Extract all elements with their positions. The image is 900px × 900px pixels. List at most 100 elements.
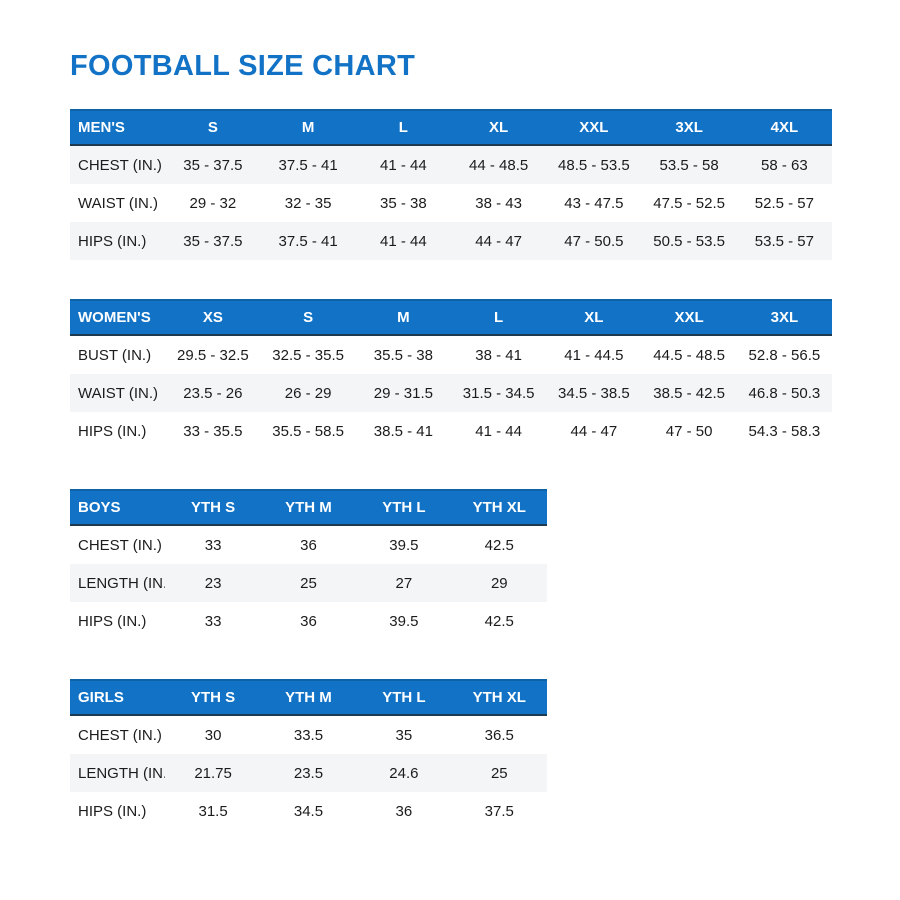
size-cell: 35 - 37.5 (183, 156, 243, 174)
size-cell: 35 - 37.5 (183, 232, 243, 250)
column-header: XXL (641, 299, 737, 336)
row-label: HIPS (IN.) (78, 612, 147, 630)
size-cell: 54.3 - 58.3 (748, 422, 821, 440)
size-cell: 33 (204, 536, 222, 554)
size-cell: 37.5 (484, 802, 514, 820)
column-header: YTH L (356, 489, 452, 526)
size-cell: 47 - 50.5 (564, 232, 624, 250)
size-cell: 44 - 48.5 (469, 156, 529, 174)
row-label: CHEST (IN.) (78, 726, 162, 744)
size-cell: 52.8 - 56.5 (748, 346, 821, 364)
header-row: MEN'S S M L XL XXL 3XL 4XL (70, 109, 832, 146)
column-header: 3XL (736, 299, 832, 336)
column-header: YTH XL (451, 679, 547, 716)
size-cell: 43 - 47.5 (564, 194, 624, 212)
size-cell: 29 - 31.5 (373, 384, 433, 402)
row-label: WAIST (IN.) (78, 194, 158, 212)
row-label: LENGTH (IN.) (78, 574, 166, 592)
size-table-boys: BOYS YTH S YTH M YTH L YTH XL CHEST (IN.) 33 36… (70, 489, 547, 640)
size-cell: 23.5 - 26 (183, 384, 243, 402)
table-row: CHEST (IN.) 35 - 37.5 37.5 - 41 41 - 44 44 -… (70, 145, 832, 184)
size-cell: 36 (395, 802, 413, 820)
row-label: HIPS (IN.) (78, 802, 147, 820)
size-cell: 52.5 - 57 (754, 194, 814, 212)
size-cell: 25 (490, 764, 508, 782)
row-label: HIPS (IN.) (78, 422, 147, 440)
table-row: HIPS (IN.) 35 - 37.5 37.5 - 41 41 - 44 44 - … (70, 222, 832, 260)
size-cell: 38.5 - 42.5 (653, 384, 725, 402)
size-cell: 34.5 - 38.5 (558, 384, 630, 402)
header-row: WOMEN'S XS S M L XL XXL 3XL (70, 299, 832, 336)
size-table-mens: MEN'S S M L XL XXL 3XL 4XL CHEST (IN.) 35 - 37.5 3… (70, 109, 832, 260)
column-header: L (355, 109, 451, 146)
size-cell: 38 - 41 (475, 346, 522, 364)
size-cell: 35 - 38 (380, 194, 427, 212)
size-cell: 50.5 - 53.5 (653, 232, 725, 250)
size-cell: 39.5 (389, 612, 419, 630)
row-label: CHEST (IN.) (78, 536, 162, 554)
size-cell: 31.5 - 34.5 (462, 384, 535, 402)
size-cell: 41 - 44 (475, 422, 522, 440)
size-chart-page: FOOTBALL SIZE CHART MEN'S S M L XL XXL 3XL 4XL C… (70, 50, 832, 830)
size-cell: 30 (204, 726, 222, 744)
size-cell: 33 (204, 612, 222, 630)
table-title-cell: GIRLS (70, 679, 166, 716)
size-cell: 35 (395, 726, 413, 744)
size-cell: 36 (300, 536, 317, 554)
row-label: BUST (IN.) (78, 346, 152, 364)
table-row: WAIST (IN.) 29 - 32 32 - 35 35 - 38 38 - 43 4… (70, 184, 832, 222)
column-header: L (451, 299, 547, 336)
size-cell: 29 (490, 574, 508, 592)
column-header: M (260, 109, 356, 146)
size-cell: 37.5 - 41 (278, 156, 338, 174)
size-tables: MEN'S S M L XL XXL 3XL 4XL CHEST (IN.) 35 - 37.5 3… (70, 109, 832, 830)
size-cell: 44 - 47 (475, 232, 522, 250)
size-cell: 41 - 44.5 (564, 346, 624, 364)
column-header: S (260, 299, 356, 336)
size-cell: 58 - 63 (761, 156, 808, 174)
size-table-womens: WOMEN'S XS S M L XL XXL 3XL BUST (IN.) 29.5 - 32.… (70, 299, 832, 450)
column-header: XL (546, 299, 642, 336)
size-cell: 38.5 - 41 (373, 422, 433, 440)
column-header: YTH L (356, 679, 452, 716)
row-label: WAIST (IN.) (78, 384, 158, 402)
size-cell: 27 (395, 574, 413, 592)
table-row: HIPS (IN.) 33 36 39.5 42.5 (70, 602, 547, 640)
table-row: CHEST (IN.) 33 36 39.5 42.5 (70, 525, 547, 564)
table-row: BUST (IN.) 29.5 - 32.5 32.5 - 35.5 35.5 - 3… (70, 335, 832, 374)
size-cell: 42.5 (484, 612, 514, 630)
size-cell: 26 - 29 (284, 384, 332, 402)
size-cell: 29 - 32 (189, 194, 237, 212)
size-cell: 36 (300, 612, 317, 630)
column-header: YTH S (165, 489, 261, 526)
table-row: CHEST (IN.) 30 33.5 35 36.5 (70, 715, 547, 754)
size-cell: 46.8 - 50.3 (748, 384, 821, 402)
table-row: LENGTH (IN.) 23 25 27 29 (70, 564, 547, 602)
size-cell: 32.5 - 35.5 (272, 346, 344, 364)
column-header: XXL (546, 109, 642, 146)
column-header: YTH M (260, 679, 357, 716)
size-cell: 25 (300, 574, 317, 592)
row-label: LENGTH (IN.) (78, 764, 166, 782)
column-header: XL (451, 109, 547, 146)
column-header: 4XL (736, 109, 832, 146)
size-cell: 41 - 44 (380, 156, 427, 174)
page-title: FOOTBALL SIZE CHART (70, 50, 416, 82)
size-cell: 38 - 43 (475, 194, 522, 212)
header-row: GIRLS YTH S YTH M YTH L YTH XL (70, 679, 547, 716)
row-label: CHEST (IN.) (78, 156, 162, 174)
size-cell: 29.5 - 32.5 (177, 346, 249, 364)
column-header: YTH S (165, 679, 261, 716)
column-header: YTH M (260, 489, 357, 526)
size-cell: 53.5 - 57 (754, 232, 814, 250)
column-header: XS (165, 299, 261, 336)
size-cell: 21.75 (194, 764, 232, 782)
table-row: HIPS (IN.) 31.5 34.5 36 37.5 (70, 792, 547, 830)
size-cell: 37.5 - 41 (278, 232, 338, 250)
header-row: BOYS YTH S YTH M YTH L YTH XL (70, 489, 547, 526)
size-table-girls: GIRLS YTH S YTH M YTH L YTH XL CHEST (IN.) 30 3… (70, 679, 547, 830)
size-cell: 23 (204, 574, 222, 592)
size-cell: 39.5 (389, 536, 419, 554)
size-cell: 32 - 35 (284, 194, 332, 212)
size-cell: 33 - 35.5 (183, 422, 243, 440)
